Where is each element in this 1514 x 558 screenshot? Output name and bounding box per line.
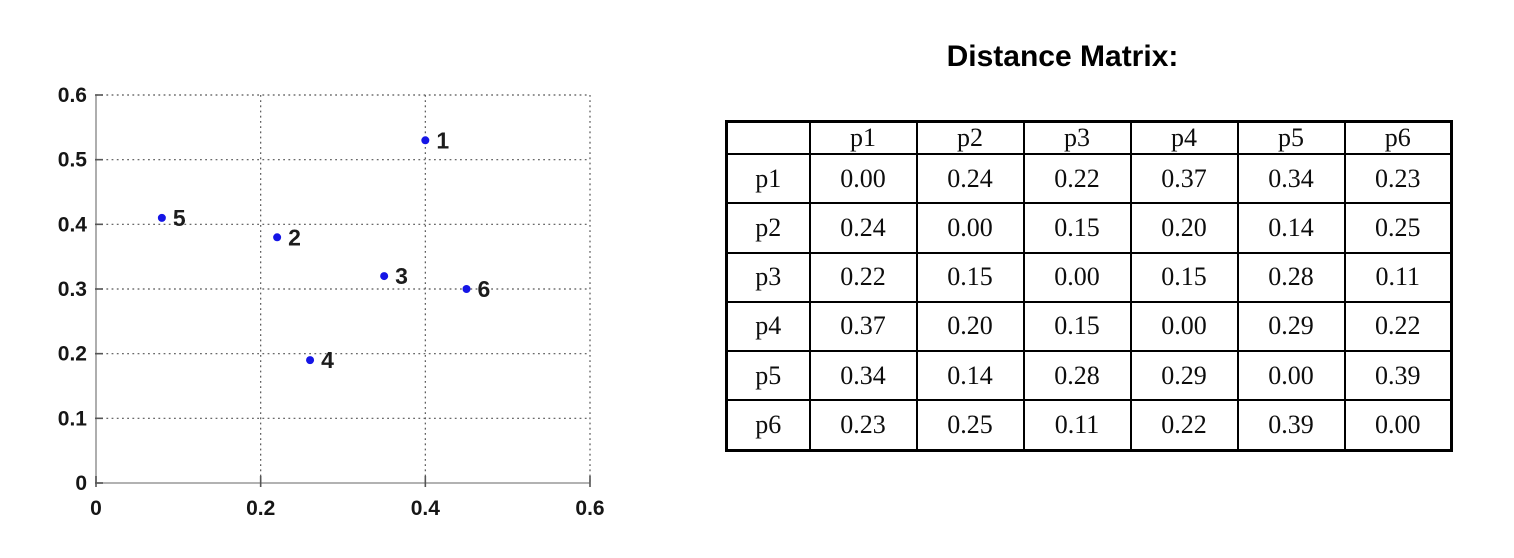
matrix-cell: 0.22 (1022, 152, 1132, 205)
matrix-cell: 0.28 (1022, 350, 1132, 402)
matrix-cell: 0.24 (915, 152, 1025, 205)
data-point (157, 213, 166, 222)
matrix-cell: 0.11 (1343, 251, 1453, 303)
data-point (273, 233, 282, 242)
matrix-cell: 0.22 (1343, 300, 1453, 353)
matrix-cell: 0.00 (1343, 399, 1453, 452)
matrix-cell: 0.15 (1129, 251, 1239, 303)
matrix-row: p6 0.23 0.25 0.11 0.22 0.39 0.00 (725, 399, 1453, 452)
matrix-row-header: p4 (725, 300, 811, 353)
y-tick-label: 0 (75, 472, 87, 495)
data-point (380, 272, 389, 281)
matrix-title: Distance Matrix: (946, 40, 1179, 73)
matrix-cell: 0.20 (915, 300, 1025, 353)
matrix-header-row: p1 p2 p3 p4 p5 p6 (725, 120, 1453, 155)
matrix-cell: 0.00 (1129, 300, 1239, 353)
matrix-row: p3 0.22 0.15 0.00 0.15 0.28 0.11 (725, 251, 1453, 303)
matrix-col-header: p3 (1022, 120, 1132, 155)
point-label: 5 (173, 205, 186, 231)
y-tick-label: 0.4 (58, 213, 88, 236)
matrix-cell: 0.24 (808, 202, 918, 254)
distance-matrix-table: p1 p2 p3 p4 p5 p6 p1 0.00 0.24 0.22 0.37 0.34 0.23 p… (725, 120, 1453, 452)
matrix-row: p5 0.34 0.14 0.28 0.29 0.00 0.39 (725, 350, 1453, 402)
matrix-cell: 0.15 (1022, 202, 1132, 254)
matrix-cell: 0.14 (1236, 202, 1346, 254)
matrix-cell: 0.00 (1022, 251, 1132, 303)
y-tick-label: 0.3 (58, 278, 87, 301)
data-point (462, 285, 471, 293)
data-point (421, 136, 430, 145)
matrix-col-header: p5 (1236, 120, 1346, 155)
matrix-cell: 0.20 (1129, 202, 1239, 254)
matrix-cell: 0.37 (1129, 152, 1239, 205)
matrix-col-header: p4 (1129, 120, 1239, 155)
point-label: 2 (288, 224, 301, 250)
matrix-row-header: p1 (725, 152, 811, 205)
matrix-row-header: p3 (725, 251, 811, 303)
matrix-cell: 0.39 (1343, 350, 1453, 402)
matrix-cell: 0.39 (1236, 399, 1346, 452)
matrix-cell: 0.00 (1236, 350, 1346, 402)
matrix-row: p1 0.00 0.24 0.22 0.37 0.34 0.23 (725, 152, 1453, 205)
matrix-col-header: p2 (915, 120, 1025, 155)
y-tick-label: 0.1 (58, 407, 88, 430)
point-label: 4 (321, 347, 334, 373)
matrix-row-header: p2 (725, 202, 811, 254)
matrix-col-header: p6 (1343, 120, 1453, 155)
y-tick-label: 0.5 (58, 149, 88, 172)
scatter-svg: 0 0.1 0.2 0.3 0.4 0.5 0.6 0 0.2 0.4 0.6 1 2 3 4 5 6 (58, 84, 605, 520)
x-tick-label: 0.2 (246, 497, 275, 520)
matrix-row-header: p6 (725, 399, 811, 452)
matrix-cell: 0.23 (808, 399, 918, 452)
x-tick-label: 0.4 (411, 497, 441, 520)
matrix-cell: 0.15 (915, 251, 1025, 303)
matrix-row-header: p5 (725, 350, 811, 402)
matrix-cell: 0.23 (1343, 152, 1453, 205)
matrix-row: p2 0.24 0.00 0.15 0.20 0.14 0.25 (725, 202, 1453, 254)
point-label: 3 (395, 263, 408, 289)
data-point (306, 356, 315, 365)
x-tick-label: 0 (90, 497, 102, 520)
matrix-cell: 0.11 (1022, 399, 1132, 452)
matrix-corner-cell (725, 120, 811, 155)
matrix-cell: 0.00 (915, 202, 1025, 254)
matrix-body: p1 0.00 0.24 0.22 0.37 0.34 0.23 p2 0.24 0.00 0.15… (725, 152, 1453, 452)
y-tick-label: 0.6 (58, 84, 87, 107)
point-label: 1 (436, 127, 449, 153)
matrix-cell: 0.29 (1236, 300, 1346, 353)
matrix-cell: 0.28 (1236, 251, 1346, 303)
matrix-cell: 0.25 (1343, 202, 1453, 254)
matrix-header: p1 p2 p3 p4 p5 p6 (725, 120, 1453, 155)
matrix-col-header: p1 (808, 120, 918, 155)
scatter-plot: 0 0.1 0.2 0.3 0.4 0.5 0.6 0 0.2 0.4 0.6 1 2 3 4 5 6 (0, 0, 660, 558)
matrix-cell: 0.22 (1129, 399, 1239, 452)
point-label: 6 (478, 276, 491, 302)
matrix-cell: 0.34 (808, 350, 918, 402)
matrix-row: p4 0.37 0.20 0.15 0.00 0.29 0.22 (725, 300, 1453, 353)
matrix-cell: 0.34 (1236, 152, 1346, 205)
matrix-cell: 0.37 (808, 300, 918, 353)
matrix-cell: 0.14 (915, 350, 1025, 402)
matrix-cell: 0.22 (808, 251, 918, 303)
matrix-cell: 0.15 (1022, 300, 1132, 353)
matrix-cell: 0.00 (808, 152, 918, 205)
x-tick-label: 0.6 (575, 497, 604, 520)
matrix-cell: 0.29 (1129, 350, 1239, 402)
matrix-cell: 0.25 (915, 399, 1025, 452)
y-tick-label: 0.2 (58, 343, 87, 366)
